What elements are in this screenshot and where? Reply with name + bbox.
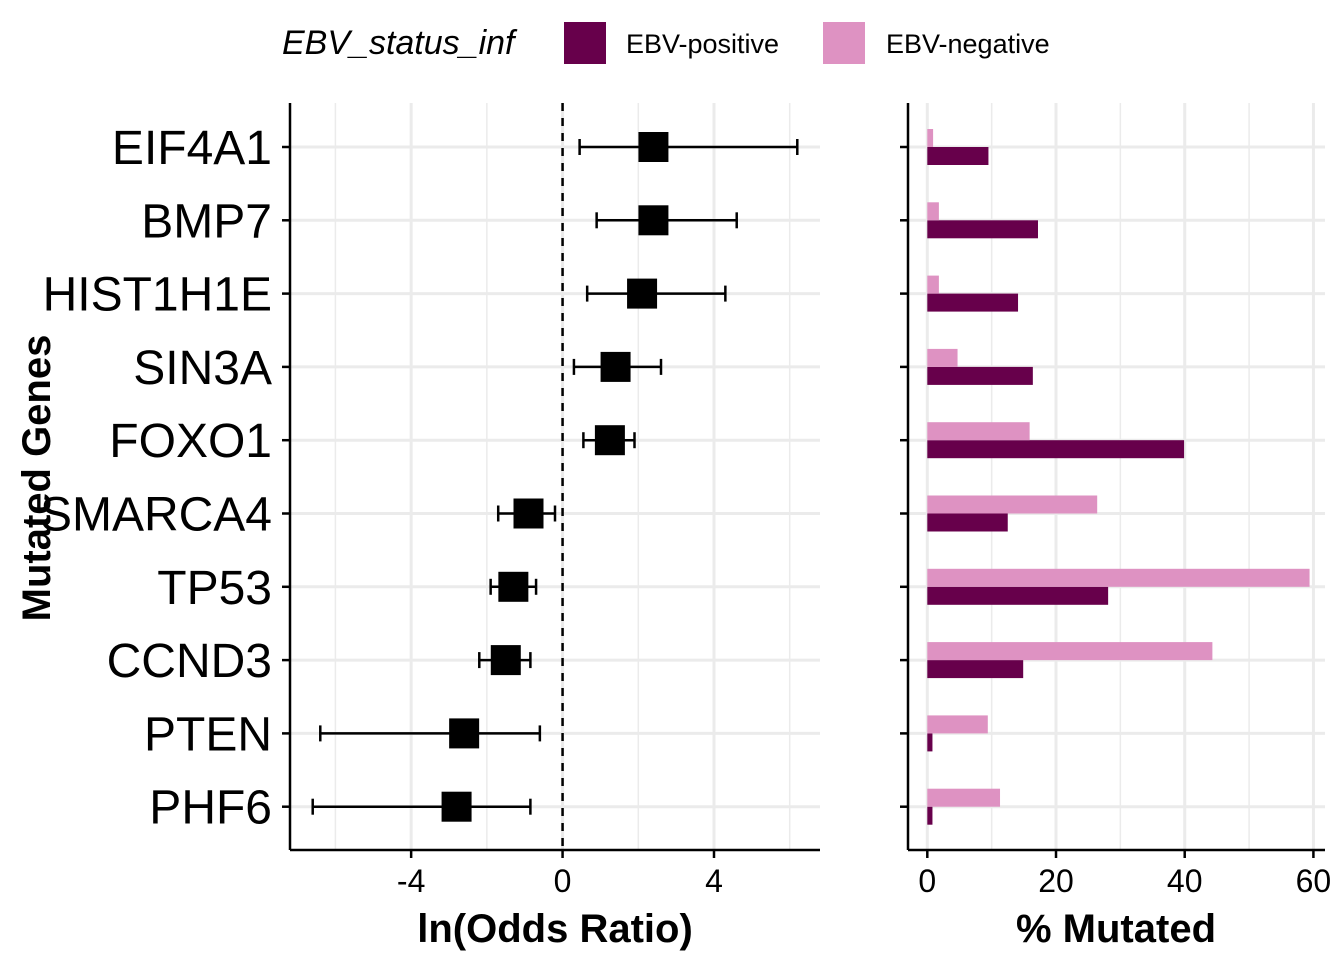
bar-ebv-positive-eif4a1 (927, 147, 989, 165)
gene-label-eif4a1: EIF4A1 (112, 122, 272, 175)
estimate-point-hist1h1e (627, 278, 658, 309)
forest-x-tick-label: -4 (397, 863, 425, 899)
forest-row-bmp7 (595, 205, 738, 236)
estimate-point-phf6 (441, 791, 472, 822)
gene-label-phf6: PHF6 (149, 782, 272, 835)
forest-row-smarca4 (496, 498, 557, 529)
gene-label-foxo1: FOXO1 (109, 415, 272, 468)
legend-title: EBV_status_inf (282, 24, 518, 62)
bar-y-ticks (900, 145, 908, 808)
forest-x-axis-title: ln(Odds Ratio) (417, 907, 693, 951)
legend-swatch-ebv-positive (564, 22, 606, 64)
bar-ebv-positive-ccnd3 (927, 660, 1024, 679)
bar-x-tick-label: 60 (1296, 863, 1332, 899)
estimate-point-foxo1 (594, 425, 625, 456)
forest-panel: EIF4A1 BMP7 HIST1H1E SIN3A FOXO1 SMARCA4 TP53 C… (40, 103, 820, 951)
forest-row-phf6 (311, 791, 532, 822)
legend: EBV_status_inf EBV-positive EBV-negative (282, 22, 1050, 64)
bar-x-tick-label: 0 (918, 863, 936, 899)
bar-marks (927, 129, 1310, 825)
estimate-point-smarca4 (513, 498, 544, 529)
gene-label-sin3a: SIN3A (133, 342, 272, 395)
bar-x-tick-label: 40 (1167, 863, 1203, 899)
forest-marks (311, 132, 799, 822)
bar-ebv-positive-bmp7 (927, 220, 1038, 239)
bar-x-tick-label: 20 (1038, 863, 1074, 899)
bar-ebv-negative-ccnd3 (927, 642, 1213, 661)
estimate-point-eif4a1 (638, 132, 669, 162)
bar-gridlines (908, 103, 1325, 850)
bar-ebv-negative-foxo1 (927, 422, 1030, 441)
forest-x-tick-label: 0 (554, 863, 572, 899)
forest-gridlines (290, 103, 820, 850)
estimate-point-sin3a (600, 351, 631, 382)
bar-ebv-positive-foxo1 (927, 440, 1185, 459)
forest-row-foxo1 (582, 425, 636, 456)
y-axis-title: Mutated Genes (15, 335, 59, 622)
bar-ebv-positive-phf6 (927, 806, 933, 825)
gene-label-smarca4: SMARCA4 (40, 489, 272, 542)
forest-x-ticks: -4 0 4 (397, 850, 723, 899)
gene-label-ccnd3: CCND3 (107, 635, 272, 688)
bar-ebv-negative-tp53 (927, 568, 1310, 587)
forest-row-ccnd3 (478, 645, 532, 676)
gene-tick-labels: EIF4A1 BMP7 HIST1H1E SIN3A FOXO1 SMARCA4 TP53 C… (40, 122, 290, 835)
bar-ebv-positive-pten (927, 733, 933, 752)
bar-ebv-positive-hist1h1e (927, 293, 1019, 312)
estimate-point-ccnd3 (490, 645, 521, 676)
forest-row-eif4a1 (578, 132, 799, 162)
forest-row-hist1h1e (585, 278, 727, 309)
legend-swatch-ebv-negative (823, 22, 865, 64)
gene-label-bmp7: BMP7 (141, 195, 272, 248)
bar-ebv-negative-pten (927, 715, 988, 734)
legend-label-ebv-negative: EBV-negative (886, 29, 1050, 59)
gene-label-tp53: TP53 (157, 562, 272, 615)
bar-ebv-negative-sin3a (927, 348, 958, 367)
bar-ebv-negative-hist1h1e (927, 275, 939, 294)
bar-ebv-negative-phf6 (927, 788, 1001, 807)
bar-x-axis-title: % Mutated (1016, 907, 1216, 951)
gene-label-pten: PTEN (144, 708, 272, 761)
bar-x-ticks: 0 20 40 60 (918, 850, 1331, 899)
estimate-point-pten (449, 718, 480, 749)
bar-ebv-positive-tp53 (927, 586, 1109, 605)
forest-x-tick-label: 4 (705, 863, 723, 899)
gene-label-hist1h1e: HIST1H1E (43, 269, 272, 322)
bar-ebv-positive-smarca4 (927, 513, 1008, 532)
bar-ebv-negative-eif4a1 (927, 129, 934, 147)
bar-ebv-negative-bmp7 (927, 202, 939, 221)
estimate-point-bmp7 (638, 205, 669, 236)
forest-row-pten (319, 718, 542, 749)
bar-ebv-positive-sin3a (927, 366, 1033, 385)
estimate-point-tp53 (498, 571, 529, 602)
percent-mutated-panel: 0 20 40 60 % Mutated (900, 103, 1331, 951)
forest-row-sin3a (572, 351, 663, 382)
legend-label-ebv-positive: EBV-positive (626, 29, 779, 59)
forest-row-tp53 (489, 571, 538, 602)
bar-ebv-negative-smarca4 (927, 495, 1098, 514)
